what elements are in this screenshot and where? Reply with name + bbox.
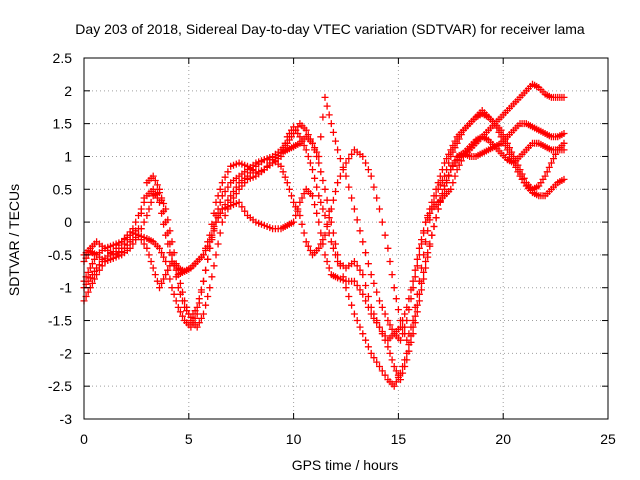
chart-title: Day 203 of 2018, Sidereal Day-to-day VTE… [75, 21, 585, 37]
x-axis-label: GPS time / hours [292, 457, 399, 473]
axis-ticks [83, 57, 609, 420]
y-tick-label: -0.5 [48, 247, 72, 263]
y-tick-label: -1.5 [48, 313, 72, 329]
plot-frame [83, 57, 609, 420]
y-tick-label: 1 [64, 148, 72, 164]
series-5-points [80, 93, 568, 344]
y-axis-label: SDTVAR / TECUs [6, 184, 22, 296]
grid-lines [84, 58, 608, 419]
x-tick-label: 25 [600, 431, 616, 447]
y-tick-label: 2.5 [53, 50, 73, 66]
series-4 [80, 133, 568, 384]
y-tick-label: -2 [60, 345, 73, 361]
series-4-points [80, 133, 568, 384]
y-tick-label: -3 [60, 411, 73, 427]
series-5 [80, 93, 568, 344]
x-tick-labels: 0 5 10 15 20 25 [80, 431, 616, 447]
data-points [80, 80, 568, 390]
y-tick-labels: 2.5 2 1.5 1 0.5 0 -0.5 -1 -1.5 -2 -2.5 -3 [48, 50, 72, 427]
y-tick-label: 0 [64, 214, 72, 230]
x-tick-label: 20 [495, 431, 511, 447]
x-tick-label: 0 [80, 431, 88, 447]
x-tick-label: 15 [391, 431, 407, 447]
x-tick-label: 5 [185, 431, 193, 447]
y-tick-label: 2 [64, 83, 72, 99]
y-tick-label: 0.5 [53, 181, 73, 197]
y-tick-label: -2.5 [48, 378, 72, 394]
y-tick-label: -1 [60, 280, 73, 296]
y-tick-label: 1.5 [53, 116, 73, 132]
x-tick-label: 10 [286, 431, 302, 447]
